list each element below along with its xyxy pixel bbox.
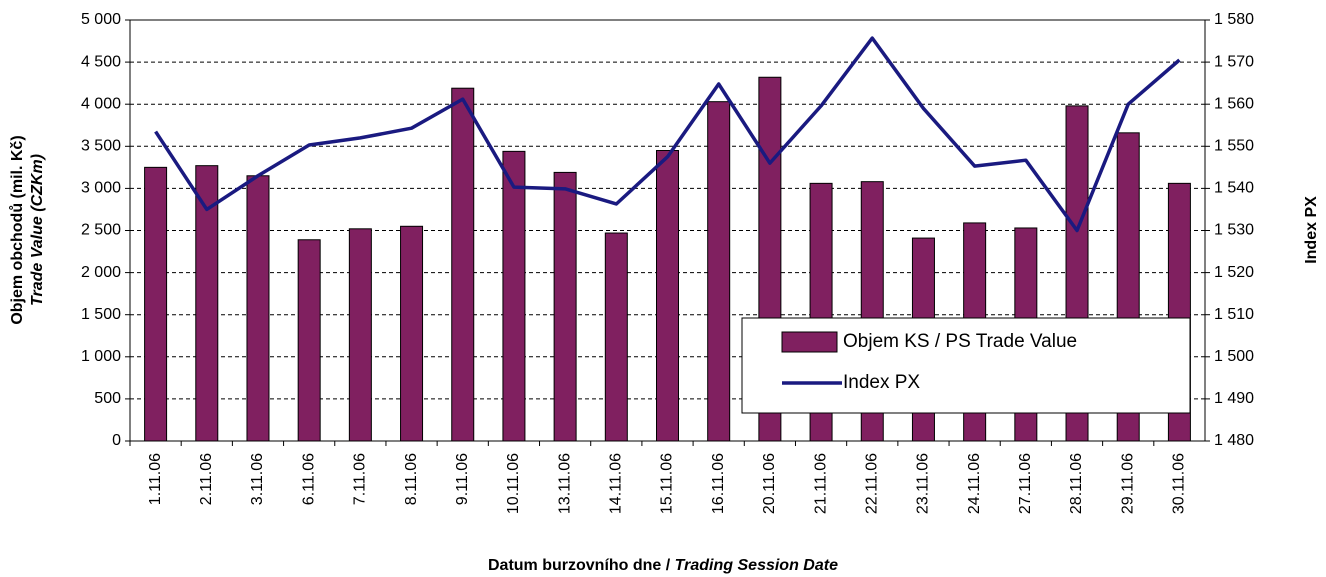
legend-swatch bbox=[781, 331, 838, 353]
line bbox=[154, 36, 1181, 233]
bar bbox=[348, 228, 372, 442]
y2-tick-label: 1 480 bbox=[1214, 432, 1254, 449]
x-axis-label-part: Trading Session Date bbox=[675, 557, 838, 574]
y-tick-label: 1 500 bbox=[81, 306, 121, 323]
x-tick-label: 28.11.06 bbox=[1068, 453, 1085, 514]
y-tick-label: 0 bbox=[112, 432, 121, 449]
x-tick-label: 27.11.06 bbox=[1017, 453, 1034, 514]
x-tick-label: 10.11.06 bbox=[505, 453, 522, 514]
y2-tick-label: 1 570 bbox=[1214, 53, 1254, 70]
y-axis-label: Trade Value (CZKm) bbox=[29, 154, 46, 306]
x-tick-label: 1.11.06 bbox=[147, 453, 164, 505]
y2-axis-label: Index PX bbox=[1303, 196, 1320, 264]
x-axis-label-part: Datum burzovního dne / bbox=[488, 557, 675, 574]
y-tick-label: 500 bbox=[94, 390, 121, 407]
x-tick-label: 29.11.06 bbox=[1119, 453, 1136, 514]
x-tick-label: 30.11.06 bbox=[1171, 453, 1188, 514]
x-tick-label: 7.11.06 bbox=[352, 453, 369, 505]
x-tick-label: 20.11.06 bbox=[761, 453, 778, 514]
y2-tick-label: 1 530 bbox=[1214, 222, 1254, 239]
y2-tick-label: 1 500 bbox=[1214, 348, 1254, 365]
x-axis-label: Datum burzovního dne / Trading Session D… bbox=[488, 557, 838, 574]
y-tick-label: 3 000 bbox=[81, 180, 121, 197]
x-tick-label: 13.11.06 bbox=[556, 453, 573, 514]
bar bbox=[656, 150, 679, 442]
x-tick-label: 9.11.06 bbox=[454, 453, 471, 505]
bar bbox=[144, 166, 168, 442]
x-tick-label: 21.11.06 bbox=[812, 453, 829, 514]
y2-tick-label: 1 520 bbox=[1214, 264, 1254, 281]
y-tick-label: 1 000 bbox=[81, 348, 121, 365]
y2-tick-label: 1 580 bbox=[1214, 11, 1254, 28]
x-tick-label: 24.11.06 bbox=[966, 453, 983, 514]
bar bbox=[707, 101, 731, 442]
legend-label: Objem KS / PS Trade Value bbox=[843, 331, 1077, 352]
x-tick-label: 3.11.06 bbox=[249, 453, 266, 505]
bar bbox=[195, 165, 219, 442]
x-tick-label: 2.11.06 bbox=[198, 453, 215, 505]
y-tick-label: 4 000 bbox=[81, 95, 121, 112]
bar bbox=[604, 232, 628, 442]
bar bbox=[400, 225, 424, 442]
bar bbox=[451, 87, 475, 442]
y2-tick-label: 1 490 bbox=[1214, 390, 1254, 407]
y-tick-label: 2 500 bbox=[81, 222, 121, 239]
y-axis-label: Objem obchodů (mil. Kč) bbox=[9, 135, 26, 324]
y2-tick-label: 1 540 bbox=[1214, 180, 1254, 197]
y-tick-label: 5 000 bbox=[81, 11, 121, 28]
y2-tick-label: 1 550 bbox=[1214, 138, 1254, 155]
x-tick-label: 8.11.06 bbox=[403, 453, 420, 505]
bar bbox=[246, 175, 270, 442]
y2-tick-label: 1 560 bbox=[1214, 95, 1254, 112]
y-tick-label: 3 500 bbox=[81, 138, 121, 155]
bar bbox=[553, 171, 577, 442]
x-tick-label: 23.11.06 bbox=[915, 453, 932, 514]
y2-tick-label: 1 510 bbox=[1214, 306, 1254, 323]
y-tick-label: 2 000 bbox=[81, 264, 121, 281]
x-tick-label: 16.11.06 bbox=[710, 453, 727, 514]
x-tick-label: 15.11.06 bbox=[659, 453, 676, 514]
legend-label: Index PX bbox=[843, 372, 920, 393]
x-tick-label: 14.11.06 bbox=[608, 453, 625, 514]
bar bbox=[502, 150, 526, 442]
x-tick-label: 22.11.06 bbox=[863, 453, 880, 514]
bar bbox=[297, 239, 321, 442]
x-tick-label: 6.11.06 bbox=[300, 453, 317, 505]
y-tick-label: 4 500 bbox=[81, 53, 121, 70]
